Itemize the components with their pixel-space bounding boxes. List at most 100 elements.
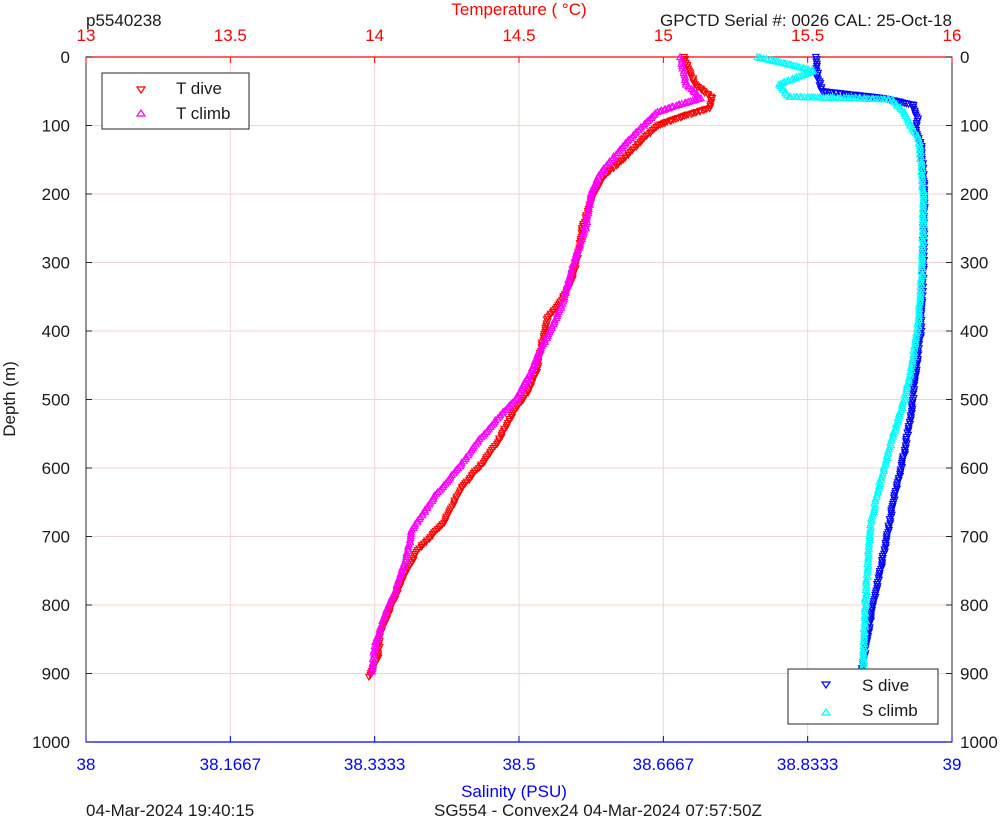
right-tick-label: 500 [960, 391, 988, 410]
s-dive-legend-marker [820, 681, 832, 690]
legend-salinity: S dive S climb [787, 668, 939, 725]
data-point [877, 561, 887, 569]
top-tick-label: 14 [365, 26, 384, 45]
right-tick-label: 300 [960, 254, 988, 273]
data-point [901, 442, 910, 450]
data-point [892, 481, 902, 489]
data-point [898, 457, 907, 466]
data-point [683, 61, 692, 70]
data-point [860, 630, 869, 639]
data-point [661, 104, 670, 113]
data-point [907, 401, 916, 409]
data-point [872, 490, 882, 498]
data-point [507, 412, 516, 420]
bottom-tick-label: 38.6667 [633, 755, 694, 774]
data-point [505, 415, 514, 424]
data-point [892, 483, 901, 492]
data-point [909, 388, 918, 396]
data-point [397, 565, 406, 574]
data-point [871, 591, 880, 600]
footer-timestamp: 04-Mar-2024 19:40:15 [86, 801, 254, 819]
data-point [415, 545, 424, 553]
data-point [859, 654, 868, 663]
right-tick-label: 400 [960, 322, 988, 341]
data-point [902, 436, 911, 444]
data-point [887, 507, 896, 515]
data-point [372, 633, 381, 641]
data-point [690, 95, 699, 104]
data-point [906, 412, 915, 420]
data-point [908, 405, 917, 414]
data-point [812, 56, 821, 64]
data-point [868, 509, 877, 518]
data-point [874, 574, 883, 582]
data-point [533, 351, 542, 359]
data-point [791, 61, 801, 70]
data-point [878, 552, 887, 561]
data-point [404, 544, 413, 552]
header-profile-id: p5540238 [86, 11, 162, 30]
data-point [894, 474, 903, 483]
data-point [542, 320, 551, 328]
data-point [881, 542, 890, 550]
data-point [812, 60, 822, 69]
data-point [809, 66, 818, 74]
data-point [524, 387, 533, 395]
data-point [635, 124, 645, 132]
data-point [908, 397, 917, 405]
data-point [886, 518, 895, 526]
left-tick-label: 500 [42, 391, 70, 410]
data-point [676, 114, 685, 122]
data-point [896, 468, 905, 476]
data-point [526, 381, 535, 389]
data-point [502, 423, 511, 432]
data-point [909, 101, 918, 110]
data-point [433, 487, 443, 496]
data-point [900, 449, 910, 457]
data-point [866, 615, 875, 624]
right-tick-label: 600 [960, 459, 988, 478]
data-point [884, 522, 893, 531]
data-point [880, 546, 889, 554]
bottom-tick-label: 38.5 [502, 755, 535, 774]
data-point [878, 468, 887, 477]
data-point [418, 509, 427, 517]
data-point [665, 103, 674, 111]
data-point [536, 343, 545, 351]
left-tick-label: 400 [42, 322, 70, 341]
right-tick-label: 700 [960, 528, 988, 547]
data-point [882, 535, 891, 543]
left-tick-label: 300 [42, 254, 70, 273]
data-point [785, 60, 794, 68]
data-point [910, 107, 919, 116]
data-point [815, 82, 824, 90]
data-point [911, 371, 921, 379]
data-point [642, 118, 651, 126]
data-point [784, 76, 793, 84]
data-point [707, 97, 716, 105]
data-point [645, 115, 654, 123]
bottom-tick-label: 38 [77, 755, 96, 774]
data-point [909, 103, 918, 112]
data-point [545, 312, 554, 320]
data-point [783, 59, 792, 67]
header-serial-info: GPCTD Serial #: 0026 CAL: 25-Oct-18 [660, 11, 952, 30]
data-point [900, 446, 910, 455]
data-point [686, 96, 695, 105]
data-point [866, 611, 876, 619]
left-tick-label: 800 [42, 596, 70, 615]
data-point [897, 462, 906, 470]
top-tick-label: 14.5 [502, 26, 535, 45]
data-point [881, 457, 890, 466]
data-point [681, 77, 690, 86]
bottom-tick-label: 38.8333 [777, 755, 838, 774]
t-dive-legend-label: T dive [176, 79, 222, 98]
data-point [420, 505, 429, 513]
data-point [523, 389, 533, 397]
t-climb-legend-marker [135, 108, 147, 117]
data-point [907, 407, 916, 416]
s-dive-legend-label: S dive [862, 676, 909, 695]
data-point [441, 515, 450, 524]
data-point [518, 397, 528, 405]
top-tick-label: 13 [77, 26, 96, 45]
